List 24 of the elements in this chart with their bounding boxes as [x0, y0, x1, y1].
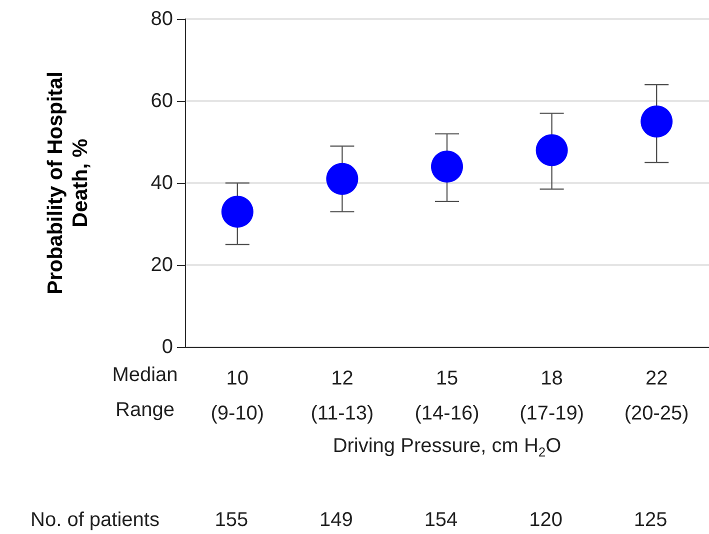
text: 155: [214, 509, 248, 531]
x-tick-label: 15 (14-16): [414, 368, 480, 424]
text: Range: [116, 399, 174, 421]
text: 125: [634, 509, 668, 531]
text: 154: [424, 509, 458, 531]
x-tick-label: 18 (17-19): [520, 368, 584, 424]
text: No. of patients: [30, 509, 160, 531]
point: [326, 162, 358, 195]
text: 120: [529, 509, 562, 531]
y-tick-label: 40: [150, 172, 173, 194]
y-tick-label: 0: [162, 336, 173, 358]
point: [431, 150, 463, 183]
x-tick-label: 10 (9-10): [210, 368, 264, 424]
x-tick-label: 22 (20-25): [624, 368, 689, 424]
point: [640, 106, 673, 138]
y-axis-title: Probability of Hospital Death, %: [44, 72, 92, 294]
text: Median: [112, 364, 178, 386]
y-tick-label: 20: [150, 254, 173, 276]
y-tick-label: 80: [150, 8, 173, 30]
x-tick-label: 12 (11-13): [310, 368, 374, 424]
text: 149: [320, 509, 353, 531]
y-tick-label: 60: [150, 90, 173, 112]
point: [536, 134, 568, 166]
point: [221, 196, 254, 228]
